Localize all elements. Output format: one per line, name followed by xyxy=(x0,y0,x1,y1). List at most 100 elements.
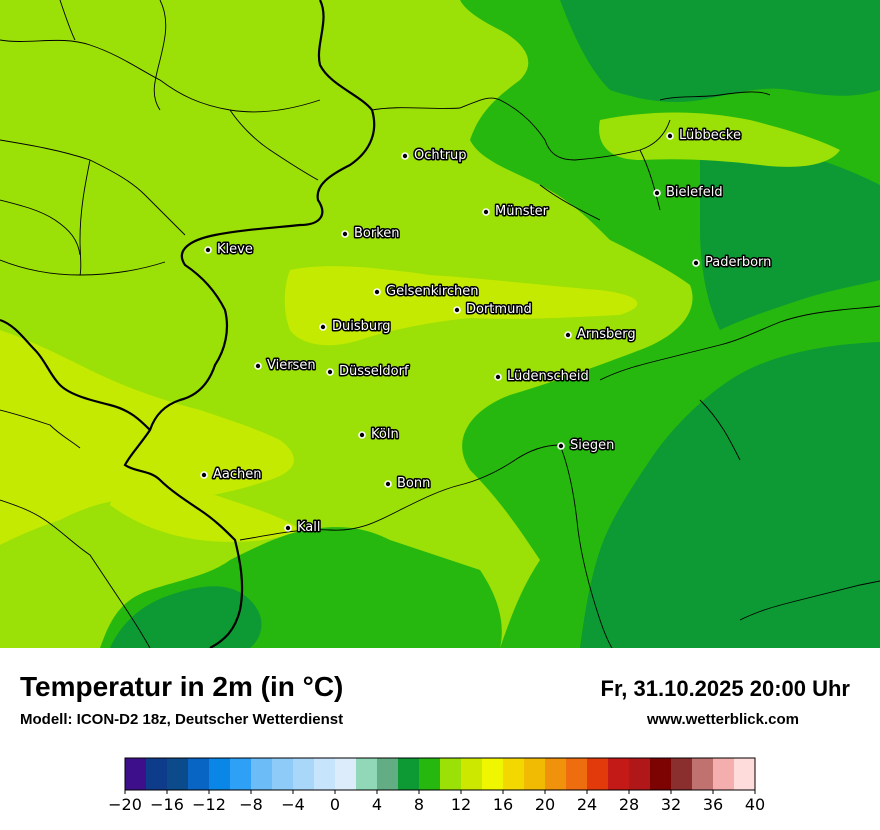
colorbar-swatch xyxy=(167,758,189,790)
city-gelsenkirchen: Gelsenkirchen xyxy=(373,283,480,301)
colorbar-swatch xyxy=(608,758,630,790)
temperature-field-warm-south xyxy=(110,470,300,542)
country-border xyxy=(123,0,376,648)
city-ochtrup: Ochtrup xyxy=(401,147,468,165)
colorbar-tick-label: 12 xyxy=(451,795,471,814)
city-marker xyxy=(254,362,262,370)
city-name: Lüdenscheid xyxy=(507,369,589,384)
city-marker xyxy=(564,331,572,339)
colorbar-swatch xyxy=(671,758,693,790)
colorbar-tick-label: 28 xyxy=(619,795,639,814)
colorbar-swatch xyxy=(482,758,504,790)
city-name: Düsseldorf xyxy=(339,364,409,379)
colorbar-tick-label: −8 xyxy=(239,795,263,814)
colorbar-tick-label: −16 xyxy=(150,795,184,814)
city-aachen: Aachen xyxy=(200,466,263,484)
colorbar-tick-label: 40 xyxy=(745,795,765,814)
city-name: Aachen xyxy=(213,467,261,482)
city-dortmund: Dortmund xyxy=(453,301,533,319)
city-munster: Münster xyxy=(482,203,550,221)
city-siegen: Siegen xyxy=(557,437,616,455)
colorbar-swatch xyxy=(734,758,756,790)
city-duisburg: Duisburg xyxy=(319,318,392,336)
city-marker xyxy=(326,368,334,376)
colorbar-tick-label: 16 xyxy=(493,795,513,814)
colorbar-swatch xyxy=(146,758,168,790)
region-boundaries xyxy=(0,0,880,648)
city-name: Gelsenkirchen xyxy=(386,284,479,299)
city-marker xyxy=(666,132,674,140)
temperature-field-cold-east xyxy=(580,342,880,648)
temperature-colorbar: −20 −16 −12 −8 −4 0 4 8 12 16 20 24 28 32 36 40 xyxy=(108,757,765,814)
colorbar-swatch xyxy=(524,758,546,790)
colorbar-swatch xyxy=(293,758,315,790)
city-marker xyxy=(453,306,461,314)
temperature-field-north xyxy=(599,112,840,167)
colorbar-tick-label: 8 xyxy=(414,795,424,814)
colorbar-swatch xyxy=(650,758,672,790)
colorbar-swatch xyxy=(377,758,399,790)
city-name: Kleve xyxy=(217,242,253,257)
colorbar-swatch xyxy=(335,758,357,790)
city-marker xyxy=(482,208,490,216)
city-marker xyxy=(494,373,502,381)
colorbar-swatch xyxy=(713,758,735,790)
temperature-field-cold-south xyxy=(110,586,262,648)
city-name: Paderborn xyxy=(705,255,771,270)
colorbar-swatch xyxy=(587,758,609,790)
city-arnsberg: Arnsberg xyxy=(564,326,637,344)
map-title: Temperatur in 2m (in °C) xyxy=(20,671,344,702)
colorbar-swatch xyxy=(629,758,651,790)
colorbar-swatch xyxy=(440,758,462,790)
city-koln: Köln xyxy=(358,426,400,444)
colorbar-swatch xyxy=(272,758,294,790)
city-name: Viersen xyxy=(267,358,316,373)
city-marker xyxy=(653,189,661,197)
colorbar-swatch xyxy=(188,758,210,790)
city-marker xyxy=(358,431,366,439)
city-name: Siegen xyxy=(570,438,614,453)
city-name: Bonn xyxy=(397,476,430,491)
city-viersen: Viersen xyxy=(254,357,317,375)
city-marker xyxy=(200,471,208,479)
city-marker xyxy=(692,259,700,267)
colorbar-tick-label: −4 xyxy=(281,795,305,814)
city-marker xyxy=(319,323,327,331)
colorbar-swatch xyxy=(209,758,231,790)
city-name: Kall xyxy=(297,520,321,535)
city-name: Ochtrup xyxy=(414,148,467,163)
country-border-southwest xyxy=(0,318,151,431)
colorbar-swatch xyxy=(125,758,147,790)
website-link[interactable]: www.wetterblick.com xyxy=(647,711,799,728)
temperature-field-cold-north xyxy=(560,0,880,102)
city-lubbecke: Lübbecke xyxy=(666,127,742,145)
colorbar-swatch xyxy=(251,758,273,790)
temperature-map: Lübbecke Ochtrup Bielefeld Münster Borke… xyxy=(0,0,880,648)
city-name: Münster xyxy=(495,204,549,219)
colorbar-tick-label: 32 xyxy=(661,795,681,814)
colorbar-tick-label: 20 xyxy=(535,795,555,814)
colorbar-frame xyxy=(124,757,756,791)
city-marker xyxy=(284,524,292,532)
model-source: Modell: ICON-D2 18z, Deutscher Wetterdie… xyxy=(20,711,344,728)
city-name: Bielefeld xyxy=(666,185,723,200)
forecast-datetime: Fr, 31.10.2025 20:00 Uhr xyxy=(600,676,851,701)
colorbar-tick-label: 36 xyxy=(703,795,723,814)
colorbar-swatch xyxy=(419,758,441,790)
city-name: Köln xyxy=(371,427,399,442)
colorbar-swatch xyxy=(398,758,420,790)
city-name: Dortmund xyxy=(466,302,532,317)
colorbar-swatch xyxy=(356,758,378,790)
city-ludenscheid: Lüdenscheid xyxy=(494,368,590,386)
city-kall: Kall xyxy=(284,519,322,537)
temperature-field-warm xyxy=(284,266,638,346)
colorbar-swatch xyxy=(461,758,483,790)
city-marker xyxy=(401,152,409,160)
city-name: Arnsberg xyxy=(577,327,636,342)
city-name: Duisburg xyxy=(332,319,391,334)
city-marker xyxy=(557,442,565,450)
city-kleve: Kleve xyxy=(204,241,254,259)
temperature-field-cold-east-2 xyxy=(700,145,880,330)
colorbar-tick-label: −12 xyxy=(192,795,226,814)
colorbar-tick-label: 24 xyxy=(577,795,597,814)
